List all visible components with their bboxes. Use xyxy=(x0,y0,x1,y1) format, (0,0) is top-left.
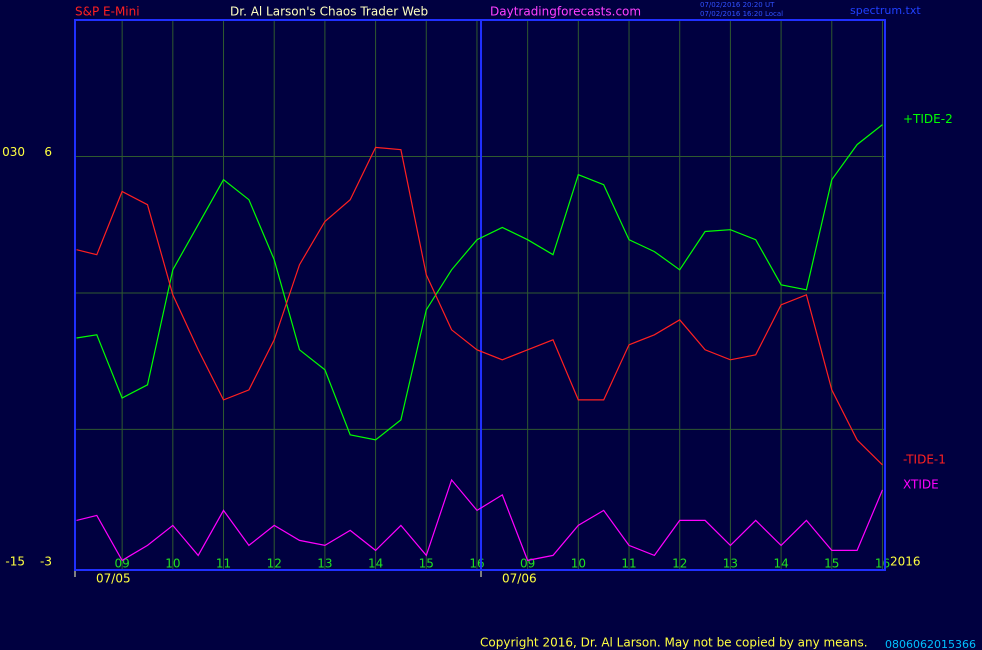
x-tick-label: 15 xyxy=(824,557,839,571)
y2-tick-label: -15 xyxy=(5,554,25,568)
plot-border xyxy=(74,19,886,571)
x-tick-label: 15 xyxy=(419,557,434,571)
date-label: 07/06 xyxy=(502,572,537,586)
x-tick-label: 13 xyxy=(317,557,332,571)
url: Daytradingforecasts.com xyxy=(490,5,641,19)
series-line xyxy=(76,478,884,562)
x-tick-label: 10 xyxy=(571,557,586,571)
symbol: S&P E-Mini xyxy=(75,5,140,19)
x-tick-label: 13 xyxy=(723,557,738,571)
timestamp: 07/02/2016 16:20 Local xyxy=(700,10,783,18)
legend-label: XTIDE xyxy=(903,477,939,491)
y-tick-label: -3 xyxy=(40,554,52,568)
file-name: spectrum.txt xyxy=(850,4,921,17)
x-tick-label: 09 xyxy=(520,557,535,571)
x-tick-label: 16 xyxy=(875,557,890,571)
x-tick-label: 14 xyxy=(773,557,788,571)
x-tick-label: 12 xyxy=(672,557,687,571)
x-tick-label: 10 xyxy=(165,557,180,571)
series-line xyxy=(76,124,883,441)
timestamp: 07/02/2016 20:20 UT xyxy=(700,1,775,9)
x-tick-label: 11 xyxy=(621,557,636,571)
x-tick-label: 09 xyxy=(114,557,129,571)
legend-label: +TIDE-2 xyxy=(903,112,953,126)
x-tick-label: 14 xyxy=(368,557,383,571)
legend-label: -TIDE-1 xyxy=(903,452,946,466)
copyright: Copyright 2016, Dr. Al Larson. May not b… xyxy=(480,636,868,650)
code: 0806062015366 xyxy=(885,638,976,650)
x-tick-label: 12 xyxy=(267,557,282,571)
y2-tick-label: 030 xyxy=(2,145,25,159)
y-tick-label: 6 xyxy=(44,145,52,159)
x-tick-label: 16 xyxy=(469,557,484,571)
date-label: 07/05 xyxy=(96,572,131,586)
series-line xyxy=(76,146,883,466)
site-title: Dr. Al Larson's Chaos Trader Web xyxy=(230,5,428,19)
year: 2016 xyxy=(890,555,921,569)
x-tick-label: 11 xyxy=(216,557,231,571)
